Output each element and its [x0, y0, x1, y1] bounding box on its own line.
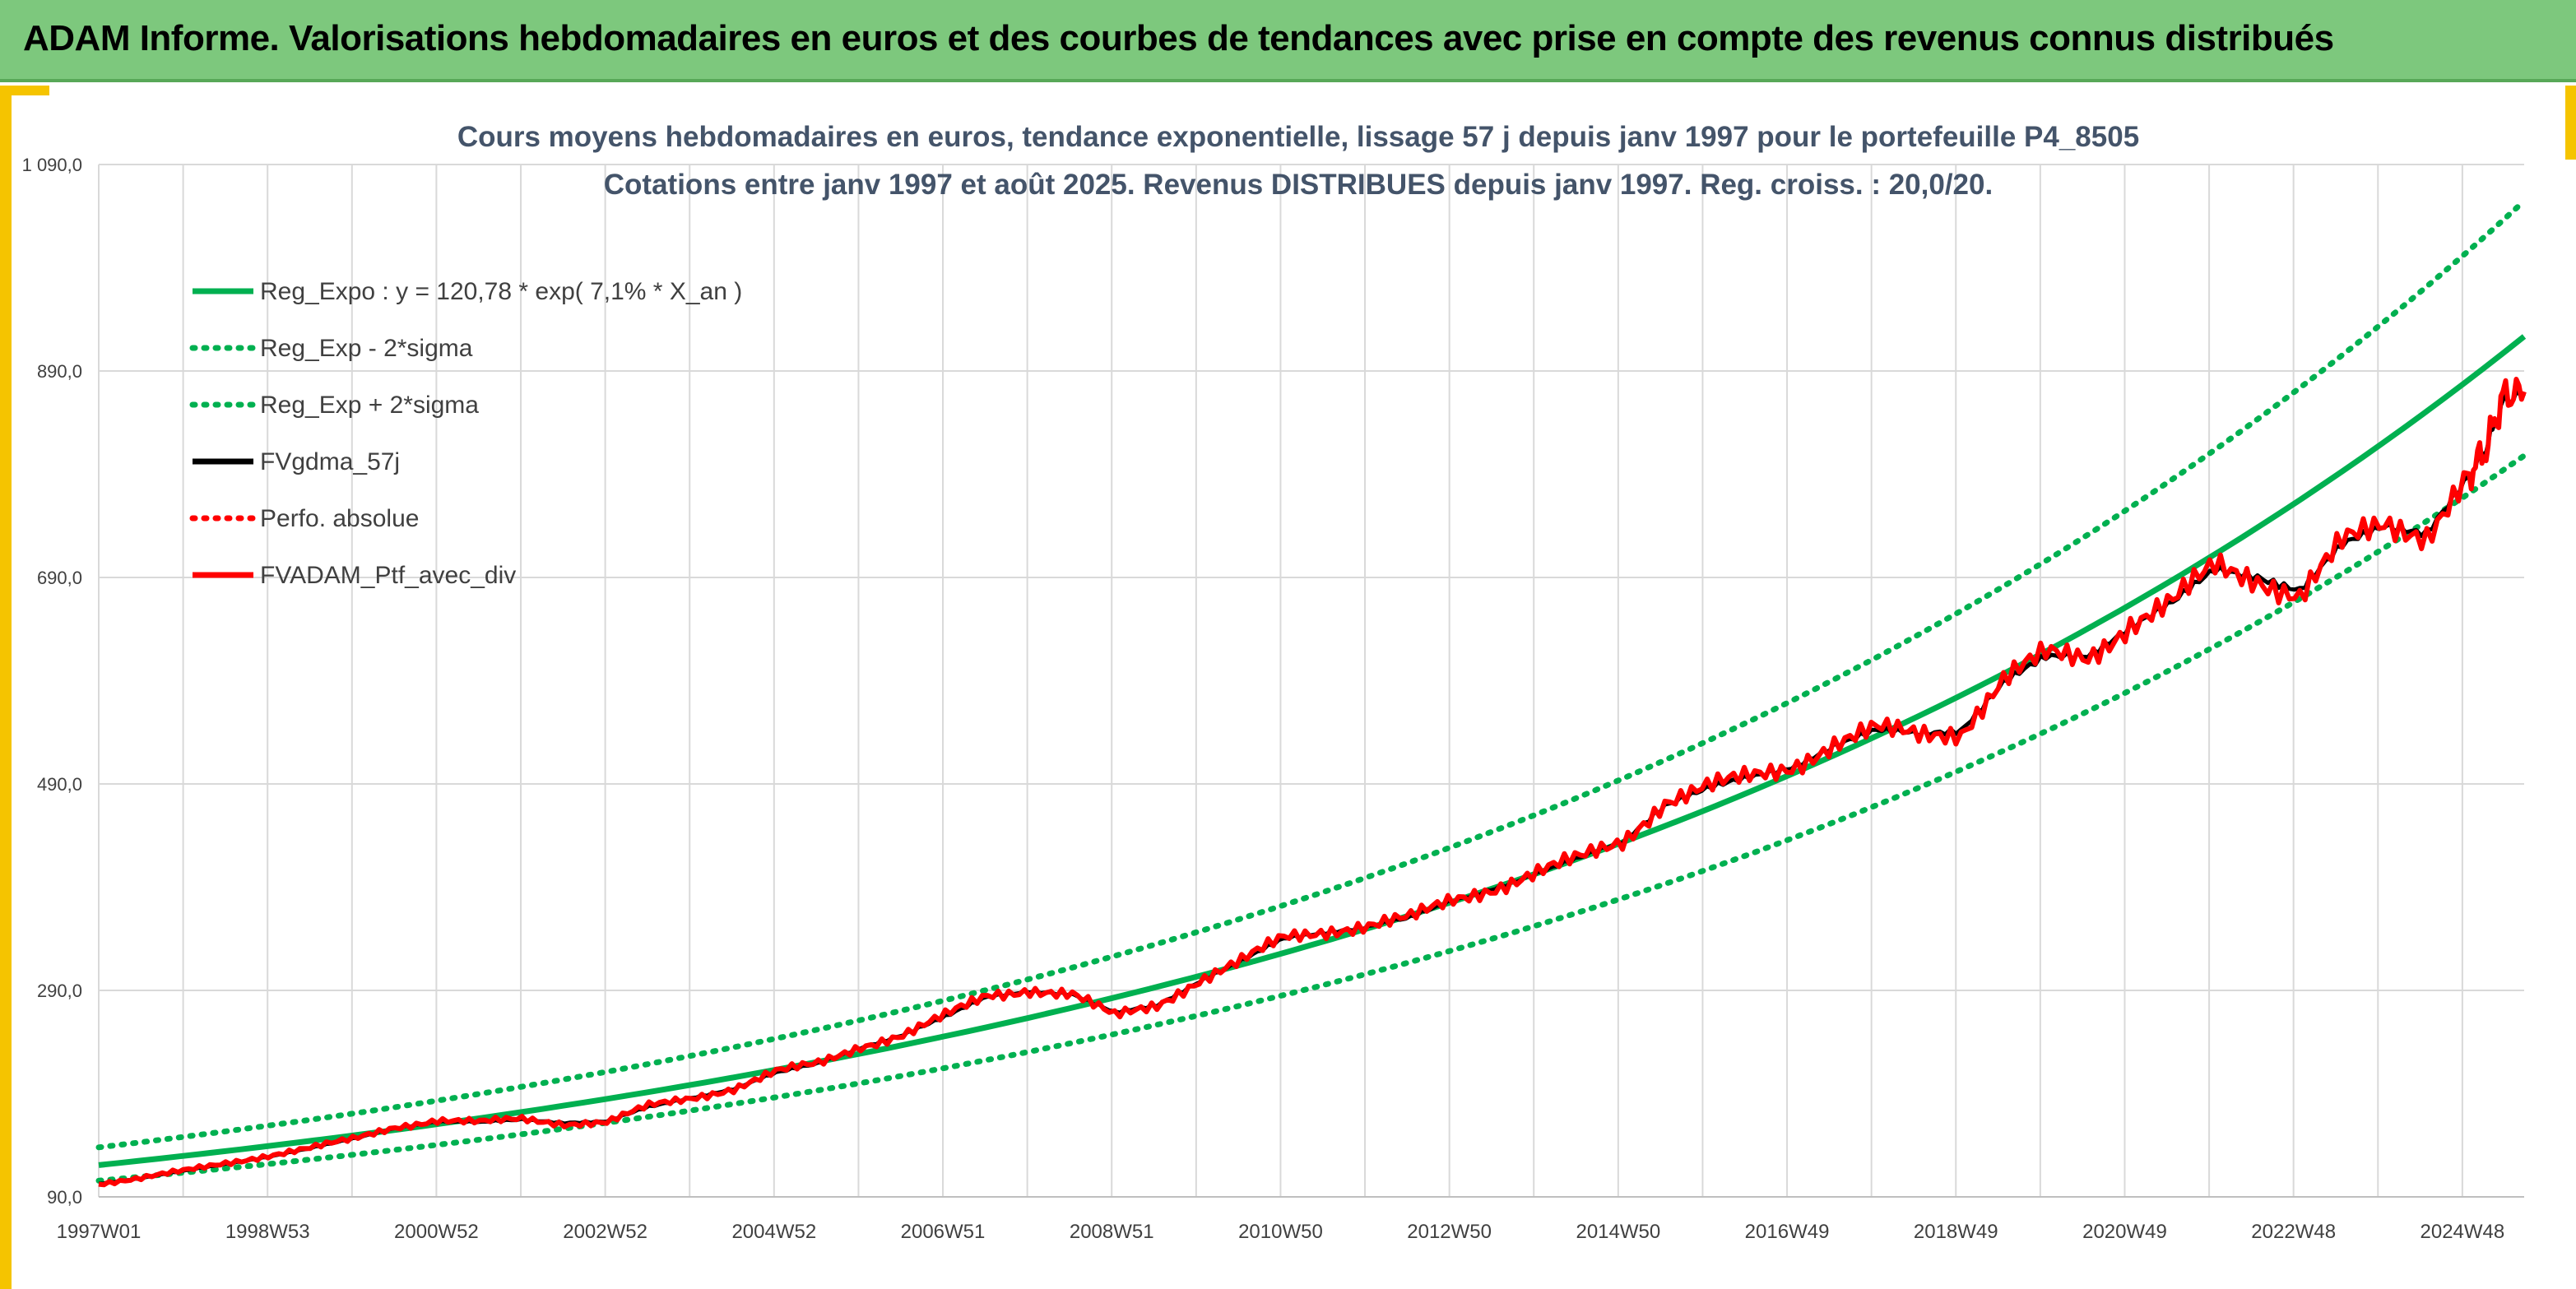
- accent-bar-left: [0, 86, 12, 1289]
- x-tick-label: 1998W53: [225, 1221, 310, 1243]
- y-tick-label: 1 090,0: [22, 155, 82, 175]
- x-tick-label: 2004W52: [731, 1221, 816, 1243]
- x-tick-label: 2000W52: [394, 1221, 479, 1243]
- x-tick-label: 2022W48: [2251, 1221, 2336, 1243]
- legend-label: Reg_Exp - 2*sigma: [260, 335, 473, 362]
- header-banner: ADAM Informe. Valorisations hebdomadaire…: [0, 0, 2576, 82]
- banner-title: ADAM Informe. Valorisations hebdomadaire…: [23, 18, 2334, 58]
- legend-label: Reg_Exp + 2*sigma: [260, 392, 479, 419]
- x-tick-label: 2012W50: [1407, 1221, 1492, 1243]
- x-tick-label: 2024W48: [2421, 1221, 2505, 1243]
- x-tick-label: 2002W52: [563, 1221, 647, 1243]
- legend-item: FVADAM_Ptf_avec_div: [193, 562, 516, 589]
- x-tick-label: 2018W49: [1914, 1221, 1998, 1243]
- legend-item: Reg_Exp + 2*sigma: [189, 392, 479, 419]
- y-tick-label: 690,0: [37, 568, 82, 588]
- legend-label: Perfo. absolue: [260, 505, 419, 532]
- y-tick-label: 490,0: [37, 774, 82, 795]
- legend: Reg_Expo : y = 120,78 * exp( 7,1% * X_an…: [189, 278, 742, 589]
- x-tick-label: 2006W51: [901, 1221, 986, 1243]
- y-tick-label: 90,0: [47, 1187, 82, 1208]
- x-tick-label: 2008W51: [1070, 1221, 1154, 1243]
- legend-label: Reg_Expo : y = 120,78 * exp( 7,1% * X_an…: [260, 278, 742, 305]
- chart-subtitle: Cotations entre janv 1997 et août 2025. …: [604, 169, 1993, 201]
- legend-label: FVADAM_Ptf_avec_div: [260, 562, 516, 589]
- series-reg-expo: [98, 334, 2527, 1168]
- y-tick-label: 890,0: [37, 361, 82, 382]
- x-tick-label: 2016W49: [1745, 1221, 1830, 1243]
- x-tick-label: 2014W50: [1576, 1221, 1660, 1243]
- x-tick-label: 2010W50: [1238, 1221, 1323, 1243]
- legend-label: FVgdma_57j: [260, 448, 400, 475]
- series-fvadam-ptf-avec-div: [98, 377, 2527, 1188]
- y-tick-label: 290,0: [37, 981, 82, 1001]
- series-fvgdma-57j: [98, 390, 2526, 1186]
- accent-bar-top: [0, 86, 49, 95]
- legend-item: Perfo. absolue: [189, 505, 419, 532]
- x-tick-label: 1997W01: [57, 1221, 142, 1243]
- series-reg-exp-minus-2sigma: [95, 452, 2527, 1184]
- legend-item: Reg_Expo : y = 120,78 * exp( 7,1% * X_an…: [193, 278, 742, 305]
- legend-item: FVgdma_57j: [193, 448, 400, 475]
- series-reg-exp-plus-2sigma: [95, 197, 2527, 1151]
- x-tick-label: 2020W49: [2082, 1221, 2167, 1243]
- chart-title: Cours moyens hebdomadaires en euros, ten…: [457, 121, 2139, 153]
- accent-bar-right: [2565, 86, 2576, 160]
- grid: [98, 164, 2524, 1198]
- axes: 90,0 290,0 490,0 690,0 890,0 1 090,0 1997W01 19…: [22, 155, 2524, 1243]
- legend-item: Reg_Exp - 2*sigma: [189, 335, 473, 362]
- series-layer: [95, 197, 2527, 1188]
